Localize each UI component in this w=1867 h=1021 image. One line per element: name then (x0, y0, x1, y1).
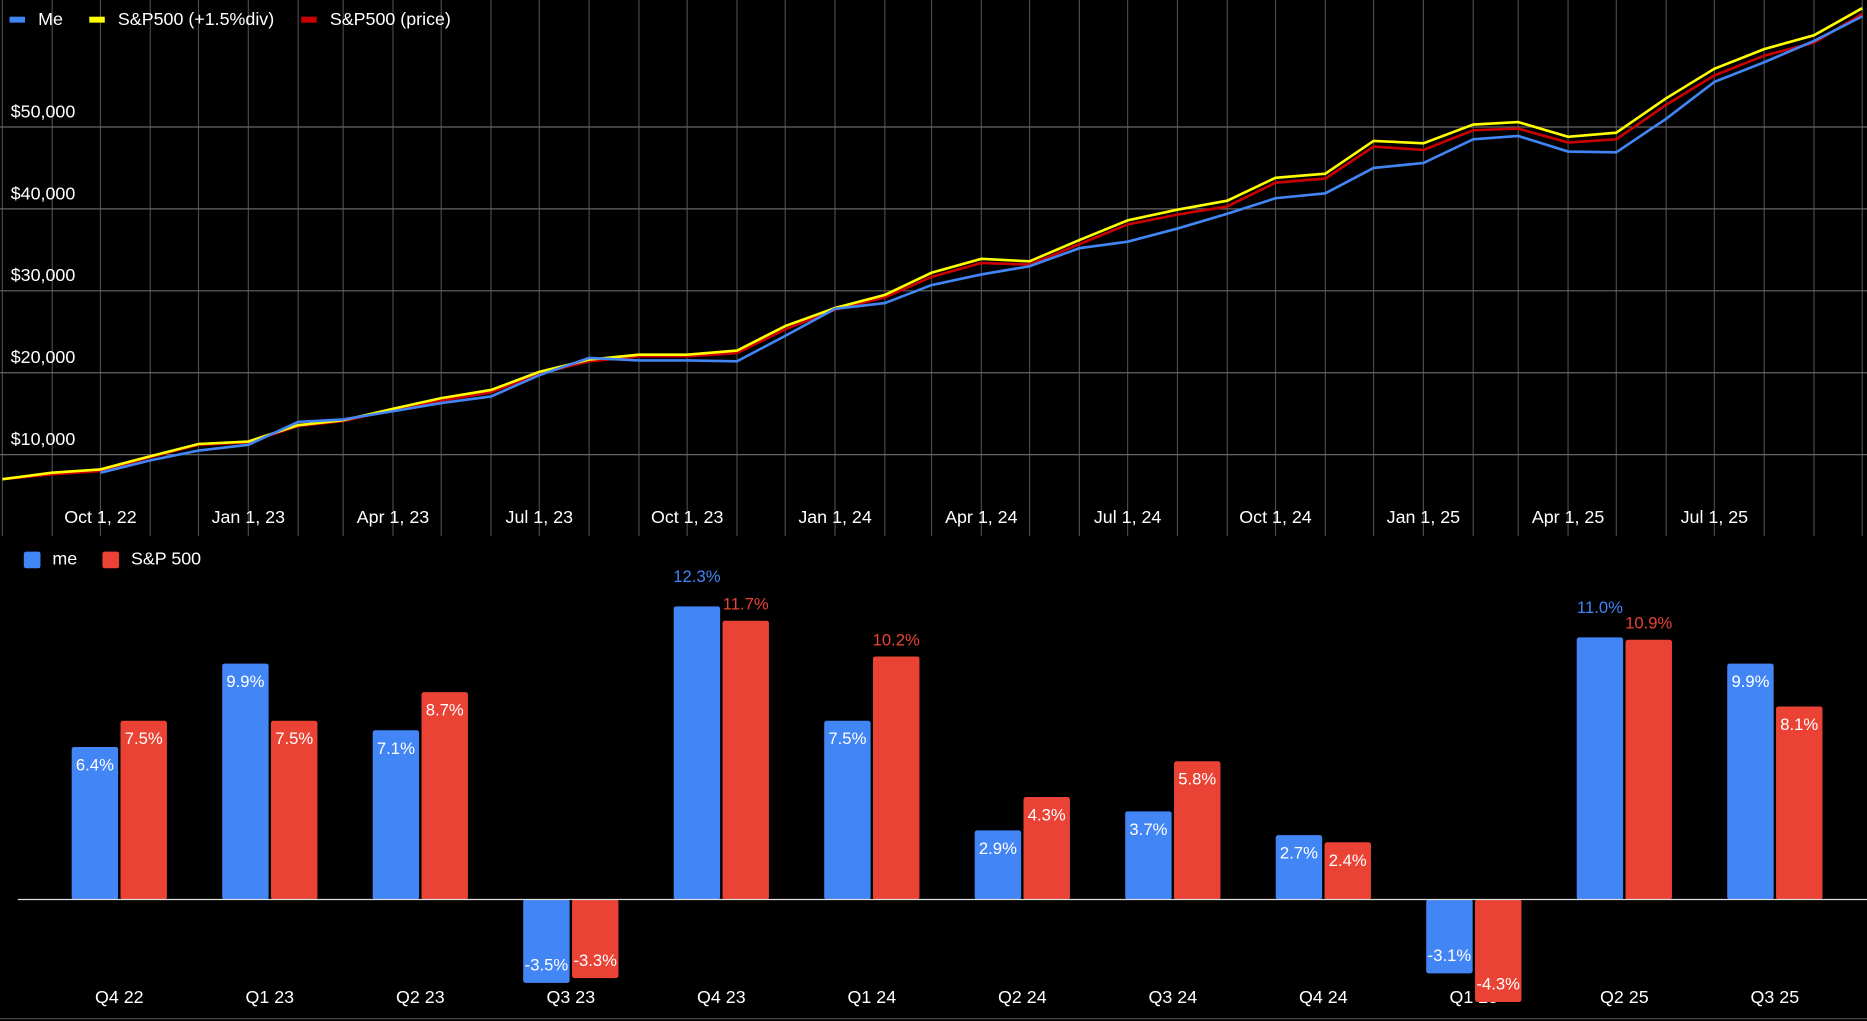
bar (120, 720, 167, 900)
x-tick-label: Q3 23 (546, 987, 595, 1007)
legend-swatch (23, 551, 41, 569)
bar (222, 663, 269, 900)
y-tick-label: $40,000 (11, 183, 76, 203)
x-tick-label: Jan 1, 24 (798, 507, 872, 527)
x-tick-label: Jan 1, 25 (1387, 507, 1461, 527)
bar (673, 606, 721, 900)
x-tick-label: Q3 25 (1751, 987, 1800, 1007)
x-tick-label: Q1 23 (245, 987, 294, 1007)
bar (372, 730, 420, 900)
legend-label: S&P500 (+1.5%div) (118, 9, 274, 29)
value-label: 9.9% (226, 672, 264, 691)
bar (1023, 797, 1070, 900)
value-label: 5.8% (1178, 770, 1216, 789)
value-label: -3.5% (525, 956, 569, 975)
legend-label: S&P 500 (131, 549, 201, 569)
bar (572, 899, 619, 979)
bar (1324, 842, 1371, 900)
value-label: 11.0% (1577, 598, 1623, 617)
value-label: 7.5% (275, 729, 313, 748)
value-label: 10.2% (873, 630, 920, 649)
bar (1727, 663, 1774, 900)
value-label: 2.4% (1329, 851, 1367, 870)
value-label: 9.9% (1731, 672, 1769, 691)
bar (1125, 811, 1172, 900)
legend-label: Me (38, 9, 63, 29)
x-tick-label: Q4 22 (95, 987, 144, 1007)
x-tick-label: Q2 25 (1600, 987, 1649, 1007)
value-label: 7.1% (377, 739, 415, 758)
bar (1275, 835, 1323, 900)
legend-swatch (89, 16, 105, 23)
bar (1426, 899, 1473, 974)
value-label: 12.3% (673, 567, 720, 586)
x-tick-label: Jul 1, 23 (506, 507, 574, 527)
x-tick-label: Oct 1, 22 (64, 507, 137, 527)
value-label: 2.9% (979, 839, 1017, 858)
legend-label: me (52, 549, 77, 569)
x-tick-label: Apr 1, 24 (945, 507, 1018, 527)
legend-swatch (301, 16, 317, 23)
x-tick-label: Jul 1, 25 (1681, 507, 1749, 527)
x-tick-label: Q3 24 (1149, 987, 1198, 1007)
y-tick-label: $10,000 (11, 429, 76, 449)
bar (1625, 639, 1672, 900)
value-label: 10.9% (1625, 614, 1672, 633)
bar (873, 656, 920, 900)
series-line (2, 7, 1863, 481)
value-label: 7.5% (125, 729, 163, 748)
value-label: -3.1% (1428, 946, 1472, 965)
x-tick-label: Oct 1, 23 (651, 507, 724, 527)
value-label: 3.7% (1129, 820, 1167, 839)
value-label: 8.7% (426, 701, 464, 720)
x-tick-label: Apr 1, 23 (357, 507, 430, 527)
x-tick-label: Jan 1, 23 (212, 507, 286, 527)
bar (824, 720, 871, 900)
legend-label: S&P500 (price) (330, 9, 451, 29)
series-line (100, 15, 1863, 474)
bar (1174, 761, 1221, 900)
x-tick-label: Q2 24 (998, 987, 1047, 1007)
x-tick-label: Jul 1, 24 (1094, 507, 1162, 527)
x-tick-label: Q1 24 (848, 987, 897, 1007)
y-tick-label: $20,000 (11, 347, 76, 367)
value-label: 11.7% (723, 595, 769, 614)
bar (1475, 899, 1522, 1002)
bar (271, 720, 318, 900)
legend-swatch (9, 16, 26, 23)
x-tick-label: Q4 23 (697, 987, 746, 1007)
bar (722, 620, 769, 900)
y-tick-label: $30,000 (11, 265, 76, 285)
x-tick-label: Q4 24 (1299, 987, 1348, 1007)
legend-swatch (102, 551, 120, 569)
value-label: 6.4% (76, 755, 114, 774)
value-label: -3.3% (573, 951, 617, 970)
bar (974, 830, 1022, 900)
bar (523, 899, 570, 983)
x-tick-label: Oct 1, 24 (1239, 507, 1312, 527)
bar (421, 692, 468, 900)
x-tick-label: Apr 1, 25 (1532, 507, 1605, 527)
y-tick-label: $50,000 (11, 101, 76, 121)
value-label: 4.3% (1028, 805, 1066, 824)
value-label: -4.3% (1476, 975, 1520, 994)
bar (1776, 706, 1823, 900)
value-label: 7.5% (828, 729, 866, 748)
bar (71, 746, 119, 900)
value-label: 2.7% (1280, 844, 1318, 863)
bar (1576, 637, 1624, 900)
value-label: 8.1% (1780, 715, 1818, 734)
x-tick-label: Q2 23 (396, 987, 445, 1007)
